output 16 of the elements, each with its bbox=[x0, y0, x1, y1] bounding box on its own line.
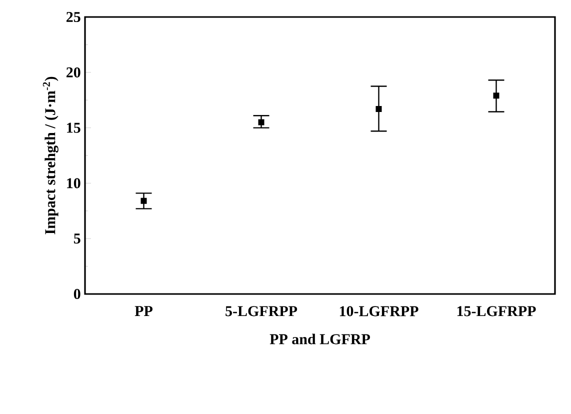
point bbox=[493, 92, 500, 99]
y-tick-label: 5 bbox=[74, 234, 80, 244]
x-tick-label: PP bbox=[134, 306, 152, 316]
y-tick-label: 0 bbox=[74, 288, 80, 300]
y-tick-label: 15 bbox=[67, 122, 80, 133]
y-tick-label: 25 bbox=[66, 12, 80, 22]
x-axis-title: PP and LGFRP bbox=[270, 334, 370, 344]
x-tick-label: 10-LGFRPP bbox=[340, 306, 418, 316]
y-tick-label: 20 bbox=[66, 67, 80, 78]
point bbox=[140, 198, 147, 204]
x-tick-label: 15-LGFRPP bbox=[457, 306, 536, 316]
point bbox=[376, 106, 382, 112]
y-axis-title: Impact strehgth / (J·m$^{-2}$) bbox=[42, 76, 58, 234]
y-tick-label: 10 bbox=[67, 178, 80, 188]
x-tick-label: 5-LGFRPP bbox=[226, 306, 298, 316]
point bbox=[258, 119, 264, 126]
